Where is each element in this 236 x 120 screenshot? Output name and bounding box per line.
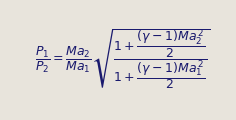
- Text: $\dfrac{P_1}{P_2} = \dfrac{Ma_2}{Ma_1}\sqrt{\dfrac{1 + \dfrac{(\gamma - 1)Ma_2^{: $\dfrac{P_1}{P_2} = \dfrac{Ma_2}{Ma_1}\s…: [35, 28, 211, 92]
